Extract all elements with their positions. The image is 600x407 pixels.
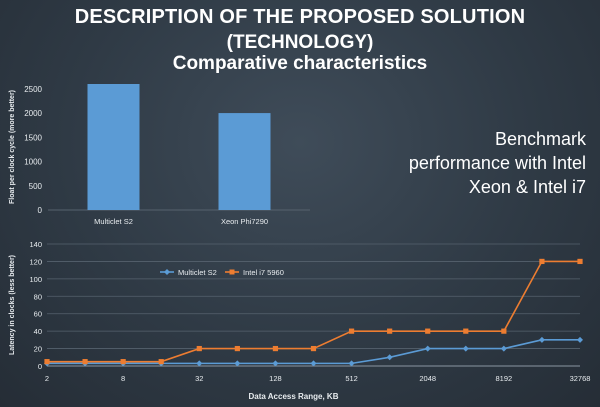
bar-y-axis-label: Float per clock cycle (more better) [9, 90, 16, 204]
bar [87, 84, 140, 210]
legend-marker [229, 269, 235, 275]
line-point [463, 328, 469, 334]
line-point [196, 345, 202, 352]
line-point [196, 360, 203, 367]
bar-y-tick-label: 2000 [24, 109, 42, 118]
line-x-tick-label: 8192 [496, 374, 513, 383]
line-x-tick-label: 128 [269, 374, 282, 383]
line-point [120, 359, 126, 365]
bar-y-tick-label: 0 [38, 206, 43, 215]
benchmark-caption-line1: Benchmark [494, 129, 586, 149]
line-y-tick-label: 20 [34, 345, 42, 354]
line-point [501, 328, 507, 334]
bar-category-label: Xeon Phi7290 [221, 217, 268, 226]
slide-title-line2: (TECHNOLOGY) [226, 32, 374, 53]
slide-title: DESCRIPTION OF THE PROPOSED SOLUTION [74, 6, 526, 28]
benchmark-caption-line2: performance with Intel [408, 153, 586, 173]
line-point [424, 345, 431, 352]
line-x-axis-label: Data Access Range, KB [249, 392, 339, 401]
line-point [272, 360, 279, 367]
line-x-tick-label: 32768 [570, 374, 591, 383]
benchmark-caption-line3: Xeon & Intel i7 [468, 177, 586, 197]
legend-marker [164, 269, 170, 275]
line-point [158, 359, 164, 365]
legend-label: Intel i7 5960 [243, 268, 284, 277]
line-x-tick-label: 2048 [419, 374, 436, 383]
line-point [387, 328, 393, 334]
line-x-tick-label: 512 [345, 374, 358, 383]
line-y-tick-label: 60 [34, 310, 42, 319]
line-point [234, 360, 241, 367]
line-y-tick-label: 80 [34, 292, 42, 301]
line-point [425, 328, 431, 334]
bar-category-label: Multiclet S2 [94, 217, 133, 226]
line-x-tick-label: 2 [45, 374, 49, 383]
line-y-tick-label: 100 [29, 275, 42, 284]
bar-y-tick-label: 2500 [24, 85, 42, 94]
line-point [577, 336, 583, 343]
line-point [500, 345, 507, 352]
line-point [538, 336, 545, 343]
bar [218, 113, 271, 210]
line-point [310, 345, 317, 352]
line-y-tick-label: 0 [38, 362, 42, 371]
line-y-tick-label: 40 [34, 327, 42, 336]
legend-label: Multiclet S2 [178, 268, 217, 277]
line-point [386, 354, 393, 361]
bar-y-tick-label: 1500 [24, 133, 42, 142]
line-point [462, 345, 469, 352]
line-x-tick-label: 8 [121, 374, 125, 383]
line-point [272, 345, 279, 352]
slide-subtitle: Comparative characteristics [172, 53, 428, 74]
line-y-tick-label: 140 [29, 240, 42, 249]
line-point [577, 258, 583, 265]
line-point [234, 345, 240, 352]
line-y-tick-label: 120 [29, 257, 42, 266]
line-series-1 [47, 339, 580, 365]
bar-y-tick-label: 1000 [24, 158, 42, 167]
line-point [82, 359, 88, 365]
bar-y-tick-label: 500 [29, 182, 43, 191]
line-y-axis-label: Latency in clocks (less better) [9, 255, 16, 355]
line-point [539, 258, 545, 265]
line-x-tick-label: 32 [195, 374, 203, 383]
line-point [348, 328, 355, 334]
line-point [348, 360, 355, 367]
line-point [44, 359, 50, 365]
line-point [310, 360, 317, 367]
